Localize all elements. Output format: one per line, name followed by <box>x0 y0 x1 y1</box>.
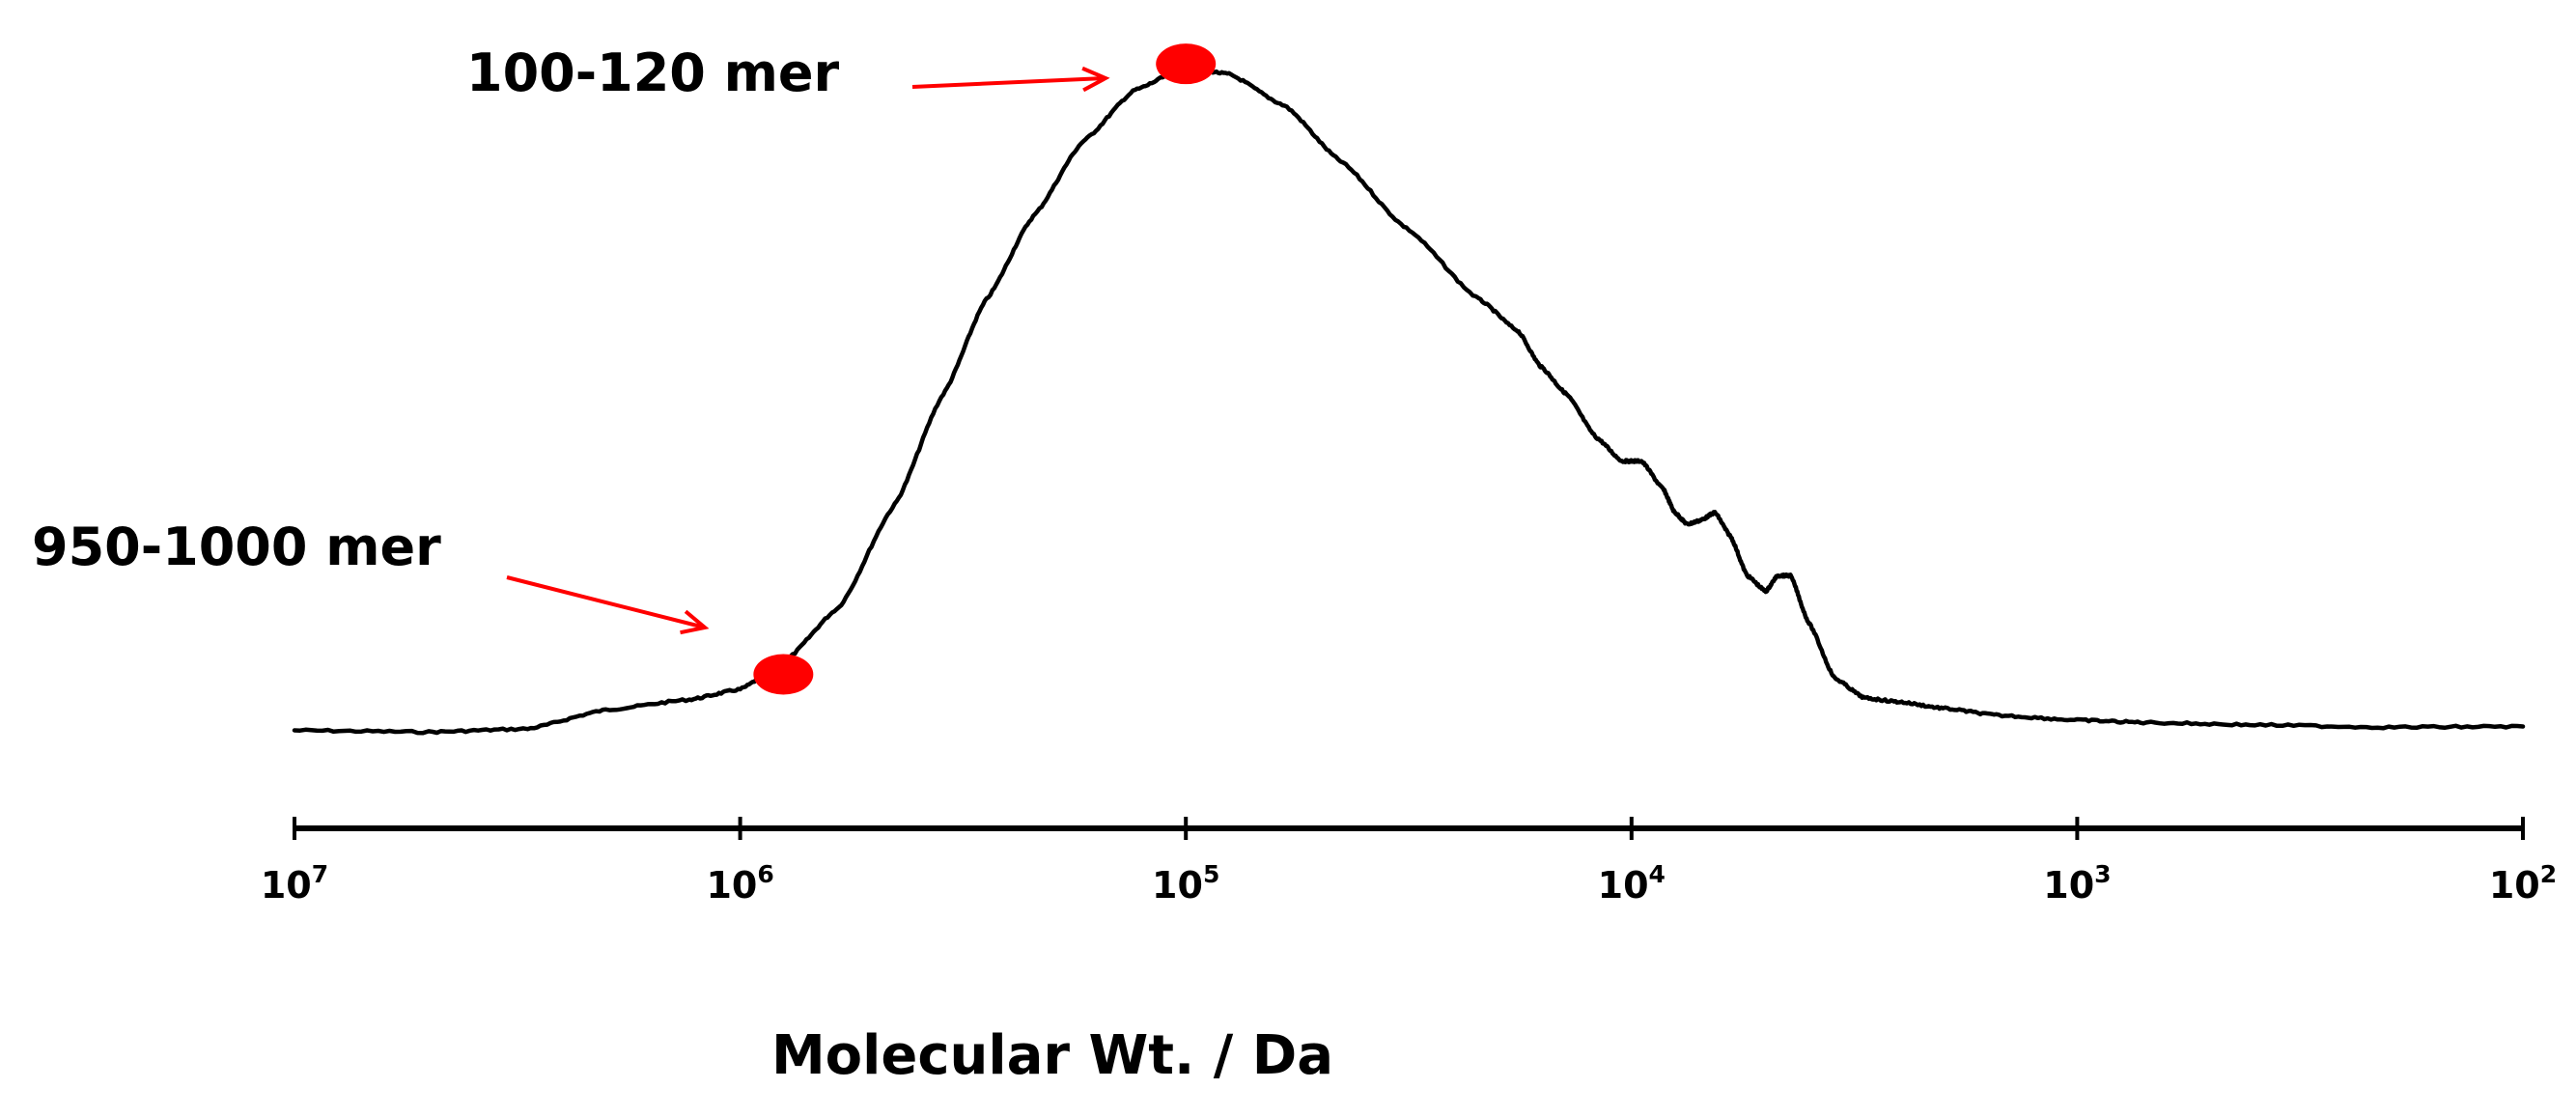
x-tick-label: 106 <box>706 860 773 907</box>
series-line <box>292 64 2526 736</box>
x-tick-label: 102 <box>2489 860 2557 907</box>
annotation-arrowhead <box>1081 66 1110 93</box>
annotation-label: 950-1000 mer <box>32 517 441 577</box>
x-tick-label: 107 <box>261 860 328 907</box>
x-tick-label: 103 <box>2043 860 2111 907</box>
annotation-marker <box>753 654 814 695</box>
x-axis-tick-labels: 107 106 105 104 103 102 <box>261 860 2557 907</box>
x-tick-label: 104 <box>1598 860 1666 907</box>
x-tick-label: 105 <box>1152 860 1219 907</box>
annotations: 100-120 mer 950-1000 mer <box>32 42 1217 695</box>
annotation-marker <box>1156 43 1217 85</box>
x-axis-ticks <box>293 817 2525 840</box>
annotation-arrow <box>911 76 1106 89</box>
annotation-arrowhead <box>680 609 710 635</box>
annotation-arrow <box>506 575 706 629</box>
annotation-label: 100-120 mer <box>466 42 840 103</box>
x-axis-title: Molecular Wt. / Da <box>771 1024 1333 1087</box>
